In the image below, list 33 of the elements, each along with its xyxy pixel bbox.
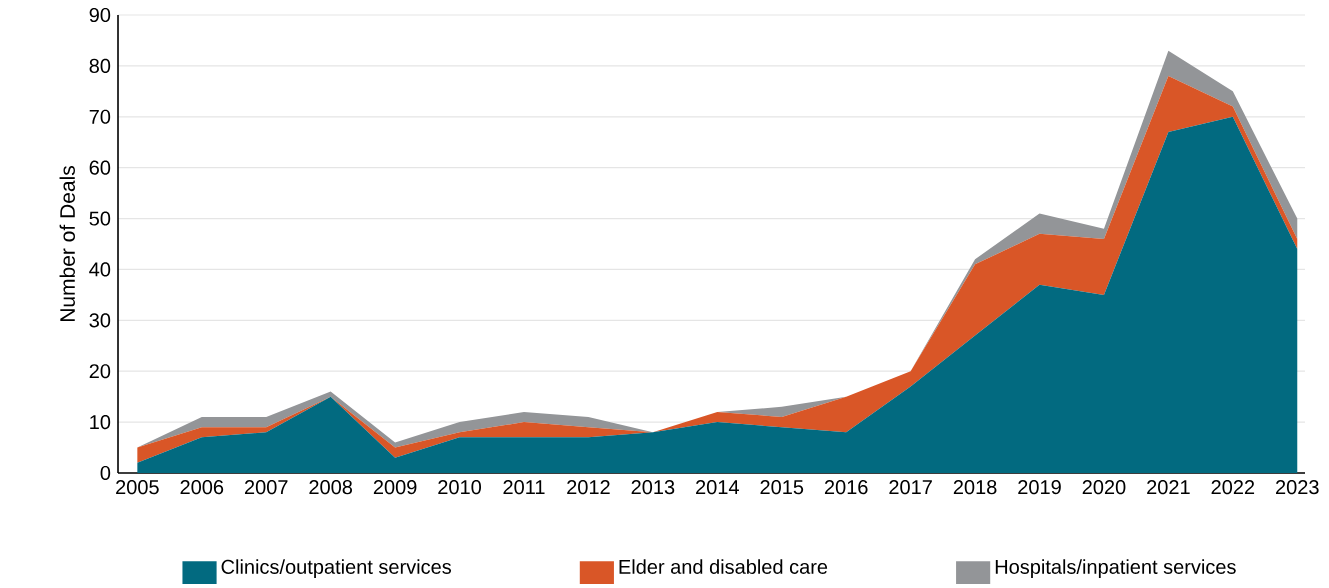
x-tick-label: 2005	[116, 480, 159, 495]
y-tick-label: 30	[89, 313, 111, 328]
x-tick-label: 2009	[373, 480, 417, 495]
y-axis-title: Number of Deals	[59, 166, 75, 322]
x-tick-label: 2014	[696, 480, 739, 495]
x-tick-label: 2013	[631, 480, 675, 495]
x-tick-label: 2017	[889, 480, 932, 495]
x-tick-label: 2020	[1082, 480, 1126, 495]
x-tick-label: 2022	[1211, 480, 1255, 495]
y-tick-label: 60	[89, 160, 111, 175]
legend-label: Hospitals/inpatient services	[995, 559, 1236, 578]
x-tick-label: 2015	[760, 480, 804, 495]
y-tick-label: 70	[89, 109, 111, 124]
y-tick-label: 90	[89, 7, 111, 23]
x-tick-label: 2023	[1276, 480, 1319, 495]
x-tick-label: 2010	[438, 480, 482, 495]
x-tick-label: 2008	[309, 480, 353, 495]
x-tick-label: 2016	[824, 480, 868, 495]
y-tick-label: 40	[89, 262, 111, 277]
x-tick-label: 2007	[244, 480, 288, 495]
x-tick-label: 2006	[180, 480, 224, 495]
x-tick-label: 2021	[1147, 480, 1190, 495]
x-tick-label: 2018	[953, 480, 997, 495]
legend-label: Elder and disabled care	[619, 559, 828, 574]
y-tick-label: 80	[89, 58, 111, 73]
y-tick-label: 0	[100, 465, 111, 481]
x-tick-label: 2019	[1018, 480, 1061, 495]
y-tick-label: 20	[89, 364, 111, 379]
x-tick-label: 2011	[503, 480, 545, 495]
x-tick-label: 2012	[567, 480, 610, 495]
y-tick-label: 10	[90, 415, 111, 430]
legend-label: Clinics/outpatient services	[221, 559, 452, 578]
y-tick-label: 50	[89, 211, 111, 226]
